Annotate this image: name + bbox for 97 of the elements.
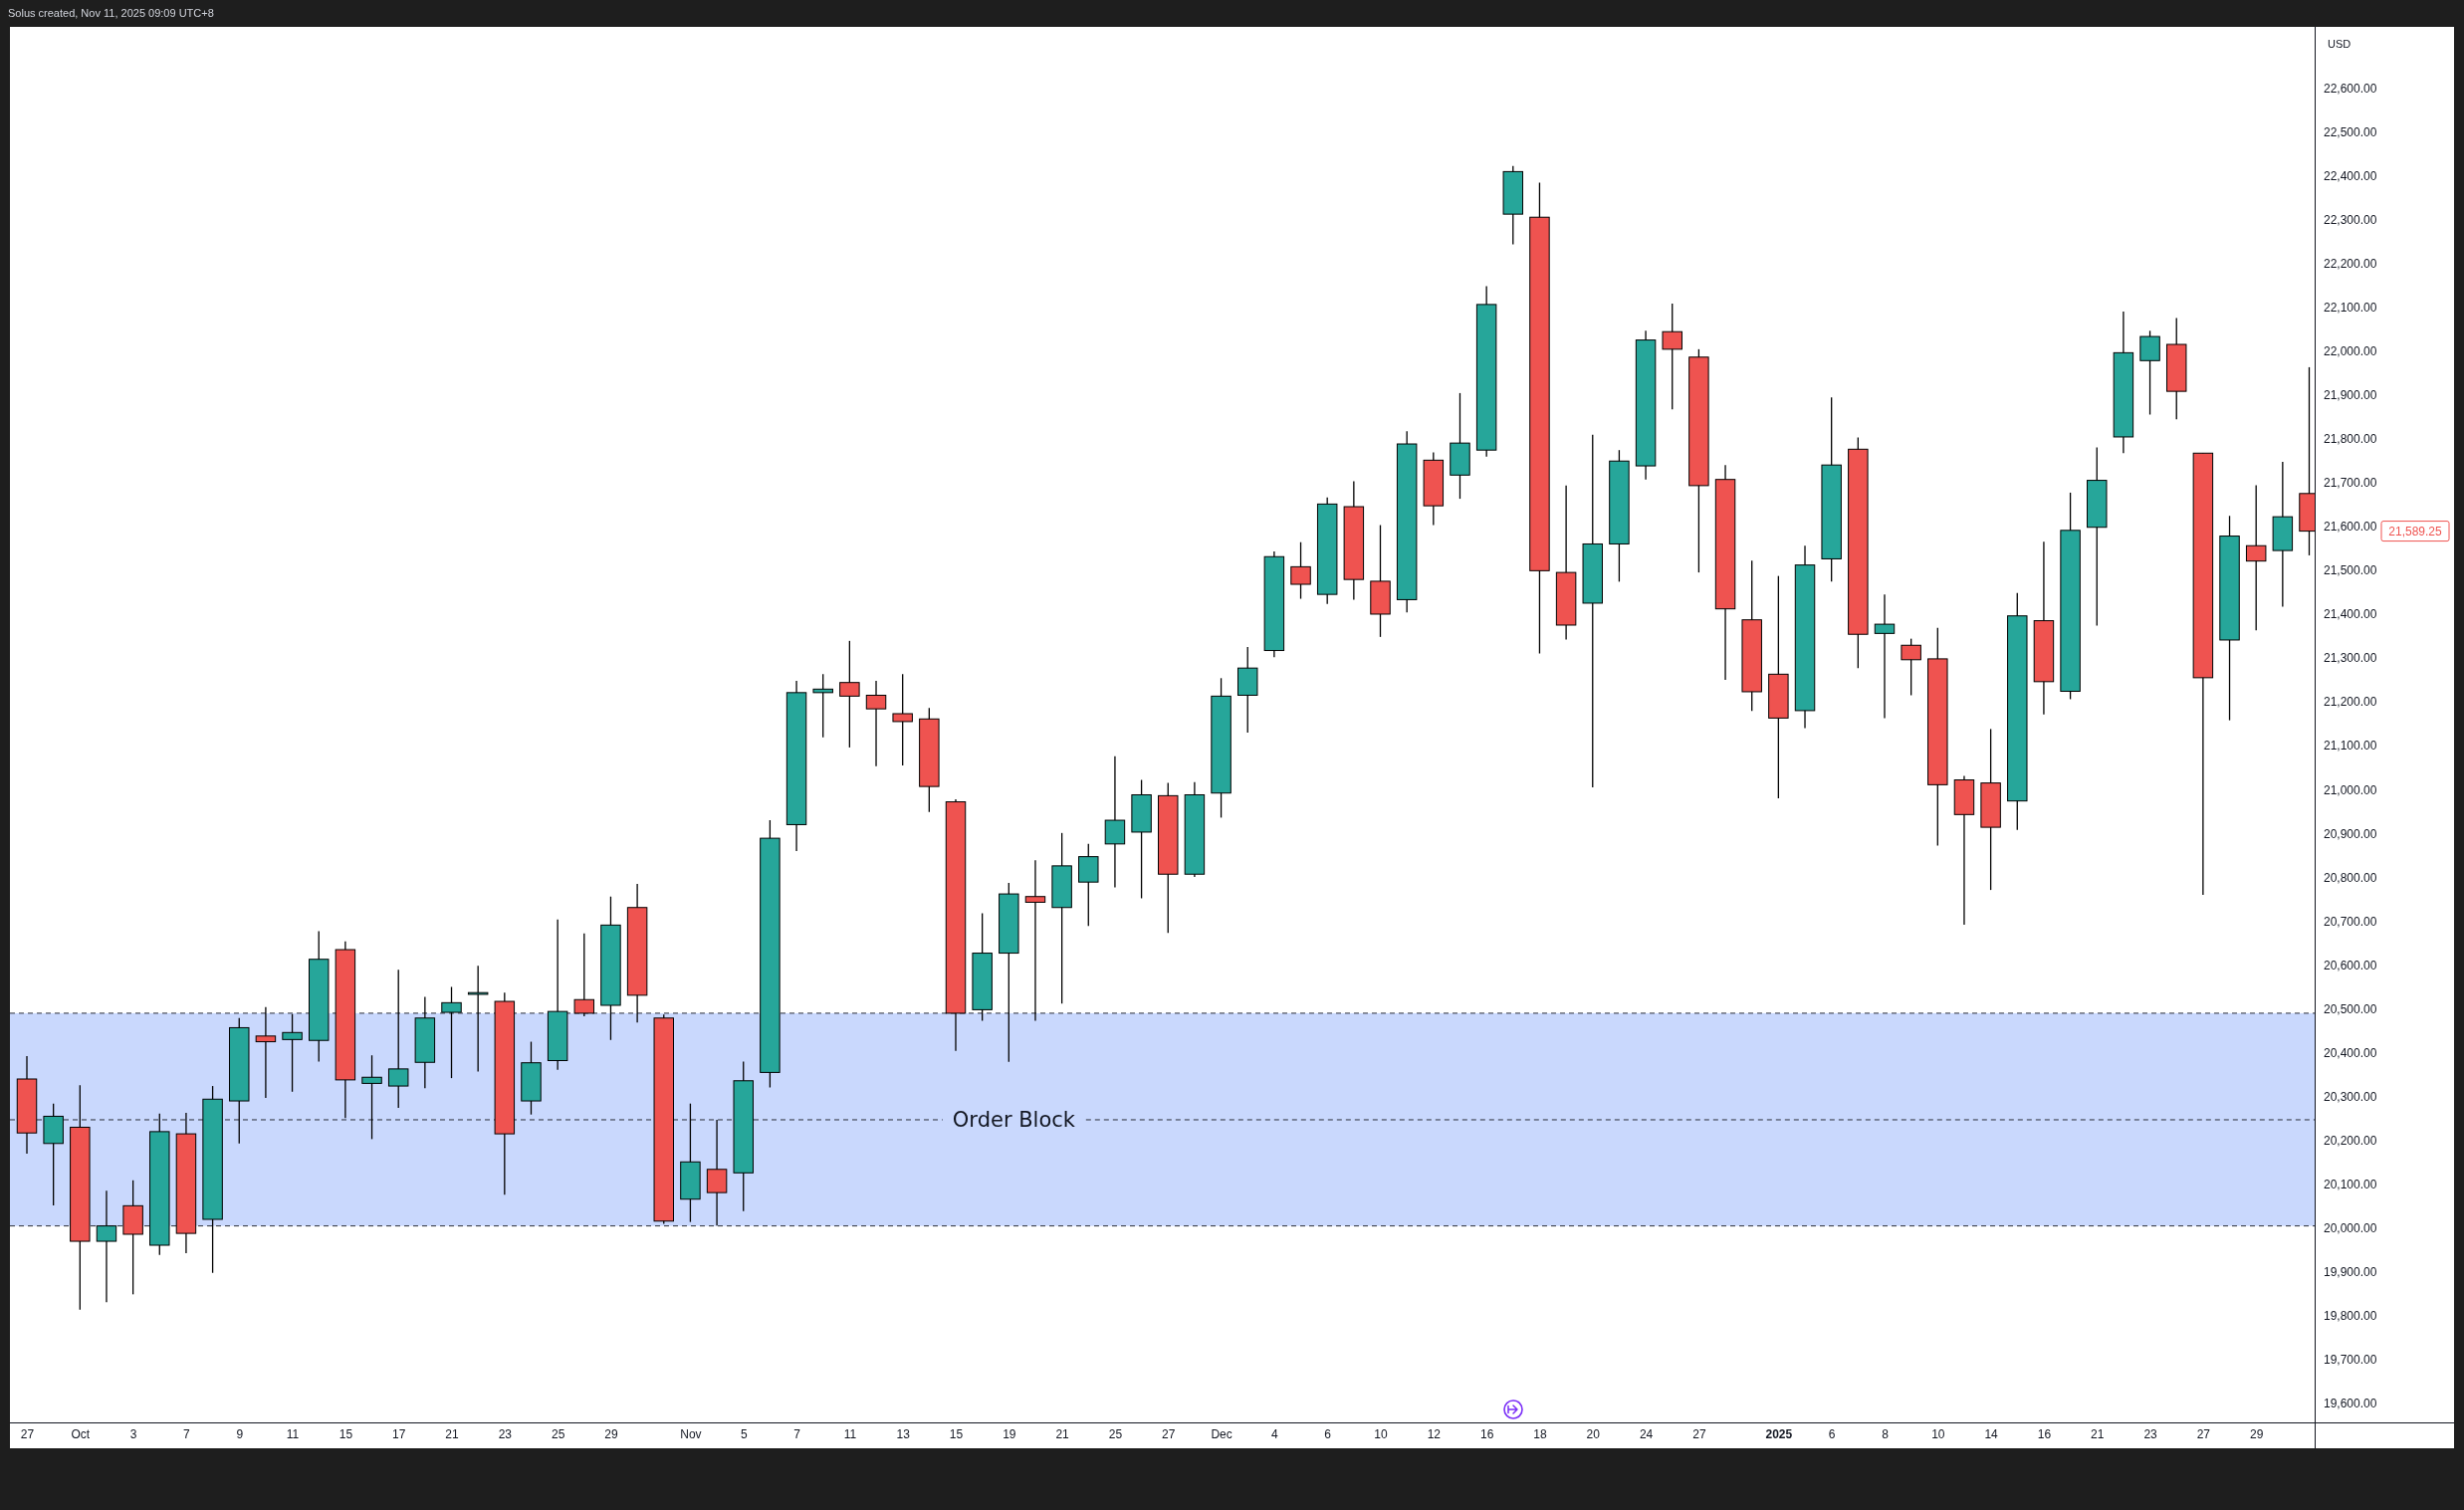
y-tick-label: 22,400.00 xyxy=(2324,168,2377,183)
x-tick-label: 4 xyxy=(1271,1426,1279,1441)
y-tick-label: 19,700.00 xyxy=(2324,1353,2377,1368)
x-tick-label: 20 xyxy=(1586,1426,1601,1441)
candlestick xyxy=(255,1006,277,1099)
candlestick xyxy=(865,680,887,767)
x-tick-label: 11 xyxy=(843,1426,857,1441)
x-tick-label: 25 xyxy=(551,1426,565,1441)
candlestick xyxy=(282,1013,303,1093)
candlestick xyxy=(1874,593,1896,720)
y-tick-label: 19,900.00 xyxy=(2324,1265,2377,1280)
x-tick-label: 11 xyxy=(286,1426,300,1441)
y-tick-label: 20,900.00 xyxy=(2324,826,2377,841)
x-tick-label: 6 xyxy=(1324,1426,1332,1441)
y-tick-label: 20,700.00 xyxy=(2324,914,2377,929)
candlestick xyxy=(1024,859,1046,1022)
x-tick-label: 23 xyxy=(498,1426,513,1441)
candlestick xyxy=(812,673,833,739)
y-tick-label: 21,200.00 xyxy=(2324,695,2377,710)
candlestick xyxy=(441,985,462,1079)
x-tick-label: 6 xyxy=(1828,1426,1836,1441)
y-tick-label: 20,500.00 xyxy=(2324,1001,2377,1016)
candlestick xyxy=(1104,755,1126,889)
x-tick-label: 29 xyxy=(2250,1426,2264,1441)
text: 21,589.25 xyxy=(2388,524,2443,539)
y-tick-label: 20,300.00 xyxy=(2324,1089,2377,1104)
x-tick-label: 21 xyxy=(445,1426,460,1441)
y-tick-label: 21,300.00 xyxy=(2324,651,2377,666)
x-tick-label: 15 xyxy=(338,1426,353,1441)
candlestick xyxy=(573,933,595,1017)
x-tick-label: 19 xyxy=(1003,1426,1016,1441)
x-tick-label: 8 xyxy=(1882,1426,1890,1441)
candlestick xyxy=(1662,303,1682,410)
y-tick-label: 21,400.00 xyxy=(2324,607,2377,622)
x-tick-label: 3 xyxy=(129,1426,137,1441)
ref-line-label: Order Block xyxy=(952,1108,1076,1133)
x-tick-label: 13 xyxy=(896,1426,911,1441)
x-tick-label: 27 xyxy=(20,1426,35,1441)
x-tick-label: 10 xyxy=(1931,1426,1945,1441)
x-tick-label: Nov xyxy=(680,1426,702,1441)
y-tick-label: 22,500.00 xyxy=(2324,124,2377,139)
x-tick-label: 17 xyxy=(392,1426,406,1441)
y-tick-label: 22,600.00 xyxy=(2324,81,2377,96)
y-tick-label: 22,100.00 xyxy=(2324,300,2377,315)
x-tick-label: 21 xyxy=(1055,1426,1070,1441)
candlestick xyxy=(96,1189,117,1303)
y-tick-label: 22,300.00 xyxy=(2324,212,2377,227)
y-tick-label: 20,200.00 xyxy=(2324,1134,2377,1149)
x-tick-label: 27 xyxy=(1162,1426,1176,1441)
candlestick xyxy=(361,1054,382,1141)
candlestick xyxy=(387,969,409,1109)
y-tick-label: 20,100.00 xyxy=(2324,1178,2377,1192)
y-tick-label: 21,700.00 xyxy=(2324,476,2377,491)
x-tick-label: 21 xyxy=(2091,1426,2105,1441)
x-tick-label: 14 xyxy=(1984,1426,1999,1441)
y-tick-label: 19,800.00 xyxy=(2324,1309,2377,1324)
x-tick-label: 12 xyxy=(1427,1426,1442,1441)
candlestick xyxy=(467,965,489,1073)
y-tick-label: 20,400.00 xyxy=(2324,1045,2377,1060)
y-tick-label: 21,800.00 xyxy=(2324,432,2377,447)
y-tick-label: 22,000.00 xyxy=(2324,343,2377,358)
x-tick-label: 10 xyxy=(1374,1426,1388,1441)
x-tick-label: 5 xyxy=(740,1426,748,1441)
x-tick-label: 9 xyxy=(236,1426,244,1441)
y-tick-label: 21,000.00 xyxy=(2324,782,2377,797)
y-tick-label: 22,200.00 xyxy=(2324,256,2377,271)
x-tick-label: 16 xyxy=(2037,1426,2052,1441)
y-tick-label: 21,500.00 xyxy=(2324,563,2377,578)
x-tick-label: Oct xyxy=(71,1426,91,1441)
x-tick-label: 27 xyxy=(2196,1426,2211,1441)
x-tick-label: Dec xyxy=(1211,1426,1232,1441)
candlestick xyxy=(892,673,913,766)
candlestick xyxy=(1290,541,1311,600)
y-tick-label: 21,900.00 xyxy=(2324,388,2377,403)
x-tick-label: 18 xyxy=(1533,1426,1547,1441)
x-tick-label: 29 xyxy=(604,1426,618,1441)
y-axis-title: USD xyxy=(2328,38,2352,50)
y-tick-label: 21,600.00 xyxy=(2324,520,2377,535)
y-tick-label: 20,600.00 xyxy=(2324,958,2377,972)
candlestick xyxy=(1901,637,1921,697)
y-tick-label: 21,100.00 xyxy=(2324,739,2377,754)
x-tick-label: 7 xyxy=(793,1426,801,1441)
y-tick-label: 20,000.00 xyxy=(2324,1221,2377,1236)
chart-title: Solus created, Nov 11, 2025 09:09 UTC+8 xyxy=(8,7,214,19)
candlestick xyxy=(2245,484,2267,631)
candlestick xyxy=(839,640,860,749)
x-tick-label: 16 xyxy=(1479,1426,1494,1441)
x-tick-label: 24 xyxy=(1639,1426,1654,1441)
y-tick-label: 19,600.00 xyxy=(2324,1397,2377,1411)
x-tick-label: 23 xyxy=(2143,1426,2158,1441)
x-tick-label: 27 xyxy=(1692,1426,1706,1441)
x-tick-label: 7 xyxy=(183,1426,191,1441)
x-tick-label: 15 xyxy=(949,1426,964,1441)
x-tick-label: 25 xyxy=(1108,1426,1123,1441)
y-tick-label: 20,800.00 xyxy=(2324,870,2377,885)
x-tick-label: 2025 xyxy=(1765,1426,1793,1441)
candlestick xyxy=(706,1119,728,1226)
